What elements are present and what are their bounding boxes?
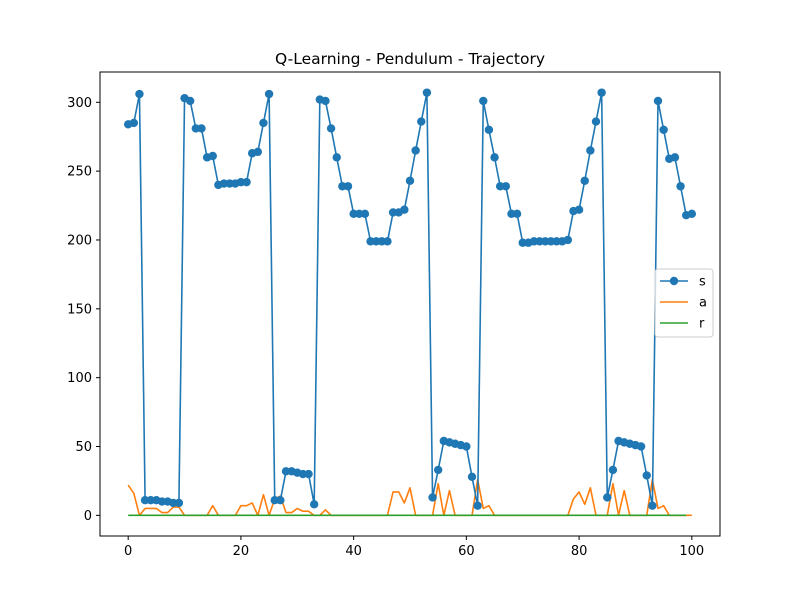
series-s-point [586, 146, 595, 155]
series-s-point [417, 117, 426, 126]
legend: sar [654, 268, 714, 338]
series-s-point [433, 465, 443, 475]
series-s-point [642, 471, 651, 480]
series-s-point [360, 209, 370, 219]
series-s-point [304, 469, 313, 479]
legend-label-r: r [699, 317, 705, 332]
series-s-point [129, 118, 139, 128]
series-s-point [405, 176, 415, 185]
series-s-point [264, 89, 274, 99]
series-s-point [208, 151, 217, 161]
series-s-point [242, 177, 251, 187]
x-tick-label: 60 [458, 544, 475, 559]
series-s-point [326, 124, 336, 133]
y-tick-label: 200 [67, 233, 92, 248]
series-s-point [574, 205, 584, 214]
chart-title: Q-Learning - Pendulum - Trajectory [275, 50, 545, 68]
y-tick-label: 150 [67, 302, 92, 317]
series-s-point [636, 442, 646, 451]
x-axis: 0 20 40 60 80 100 [124, 536, 704, 559]
series-s-point [428, 493, 437, 502]
y-axis: 0 50 100 150 200 250 300 [67, 96, 100, 524]
series-s-point [580, 176, 589, 185]
legend-box [654, 268, 714, 338]
series-s-point [321, 96, 330, 106]
x-tick-label: 0 [124, 544, 132, 559]
series-s-point [653, 96, 663, 106]
x-tick-label: 80 [571, 544, 588, 559]
series-s-point [309, 500, 319, 509]
series-s-point [411, 146, 420, 155]
y-tick-label: 50 [75, 440, 92, 455]
series-s-point [687, 209, 697, 219]
series-s-point [383, 237, 392, 246]
series-s-point [490, 153, 499, 162]
y-tick-label: 100 [67, 371, 92, 386]
series-s-point [591, 117, 601, 126]
series-s-point [501, 182, 511, 191]
series-s-point [467, 472, 477, 481]
series-layer [123, 88, 697, 517]
series-s-point [135, 89, 144, 99]
y-tick-label: 300 [67, 96, 92, 111]
series-s-point [512, 209, 522, 219]
y-tick-label: 250 [67, 165, 92, 180]
series-s-point [343, 182, 353, 191]
series-s-point [670, 153, 680, 162]
plot-frame [99, 71, 721, 537]
series-s-point [659, 125, 668, 135]
legend-marker-s [669, 276, 679, 286]
series-s-point [185, 96, 195, 106]
series-s-point [473, 501, 482, 510]
series-s-point [253, 147, 263, 157]
x-tick-label: 20 [233, 544, 250, 559]
legend-label-a: a [699, 296, 707, 311]
series-s-point [608, 465, 618, 475]
series-s-point [197, 124, 206, 133]
series-s-point [332, 153, 341, 162]
series-s-point [484, 125, 494, 135]
series-s-point [400, 205, 409, 214]
legend-label-s: s [699, 275, 706, 290]
y-tick-label: 0 [84, 509, 92, 524]
x-tick-label: 40 [345, 544, 362, 559]
series-s-point [597, 88, 606, 97]
x-tick-label: 100 [679, 544, 704, 559]
series-s-point [422, 88, 432, 97]
series-s-point [479, 96, 488, 106]
series-s-point [563, 235, 573, 245]
series-s-point [648, 501, 657, 510]
series-s-point [603, 493, 612, 502]
series-s-point [259, 118, 268, 128]
series-s-point [174, 498, 184, 508]
series-s-point [676, 182, 685, 191]
series-s-point [462, 442, 471, 451]
series-s-point [276, 496, 285, 505]
